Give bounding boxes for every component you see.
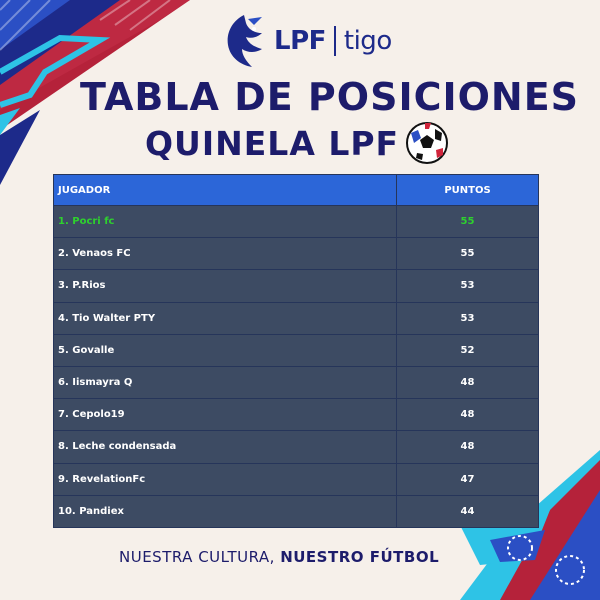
header-points: PUNTOS: [444, 184, 491, 196]
table-row: 8. Leche condensada 48: [54, 430, 538, 463]
tigo-logo-text: tigo: [343, 26, 392, 56]
corner-decoration-bottom-right: [460, 450, 600, 600]
points-cell: 48: [460, 409, 475, 421]
table-row: 5. Govalle 52: [54, 333, 538, 366]
table-header: JUGADOR PUNTOS: [54, 175, 538, 205]
logo-row: LPF tigo: [218, 10, 392, 72]
table-row: 9. RevelationFc 47: [54, 462, 538, 495]
subtitle-row: QUINELA LPF: [145, 121, 449, 165]
player-cell: 5. Govalle: [54, 334, 397, 366]
points-cell: 53: [460, 312, 475, 324]
page-subtitle: QUINELA LPF: [145, 123, 400, 163]
points-cell: 48: [460, 377, 475, 389]
points-cell: 44: [460, 505, 475, 517]
points-cell: 47: [460, 473, 475, 485]
player-cell: 1. Pocri fc: [54, 206, 397, 238]
slogan-normal: NUESTRA CULTURA,: [119, 548, 281, 566]
table-row: 7. Cepolo19 48: [54, 398, 538, 431]
player-cell: 8. Leche condensada: [54, 431, 397, 463]
table-row: 10. Pandiex 44: [54, 494, 538, 527]
player-cell: 10. Pandiex: [54, 495, 397, 527]
table-row: 2. Venaos FC 55: [54, 237, 538, 270]
points-cell: 52: [460, 344, 475, 356]
table-row: 3. P.Rios 53: [54, 269, 538, 302]
corner-decoration-top-left: [0, 0, 190, 185]
table-row: 6. Iismayra Q 48: [54, 365, 538, 399]
eagle-logo-icon: [227, 15, 262, 67]
lpf-logo-text: LPF: [274, 26, 326, 56]
player-cell: 7. Cepolo19: [54, 399, 397, 431]
table-row: 1. Pocri fc 55: [54, 205, 538, 238]
player-cell: 4. Tio Walter PTY: [54, 302, 397, 334]
points-cell: 55: [460, 216, 475, 228]
table-row: 4. Tio Walter PTY 53: [54, 301, 538, 334]
player-cell: 9. RevelationFc: [54, 463, 397, 495]
points-cell: 55: [460, 248, 475, 260]
player-cell: 6. Iismayra Q: [54, 366, 397, 399]
points-cell: 48: [460, 441, 475, 453]
page-title: TABLA DE POSICIONES: [80, 75, 580, 119]
player-cell: 3. P.Rios: [54, 270, 397, 302]
standings-table: JUGADOR PUNTOS 1. Pocri fc 55 2. Venaos …: [53, 174, 539, 528]
slogan-bold: NUESTRO FÚTBOL: [280, 548, 440, 566]
soccer-ball-icon: [406, 122, 449, 164]
logo-divider: [333, 26, 336, 56]
footer-slogan: NUESTRA CULTURA, NUESTRO FÚTBOL: [119, 548, 439, 566]
player-cell: 2. Venaos FC: [54, 238, 397, 270]
points-cell: 53: [460, 280, 475, 292]
header-player: JUGADOR: [54, 175, 397, 205]
